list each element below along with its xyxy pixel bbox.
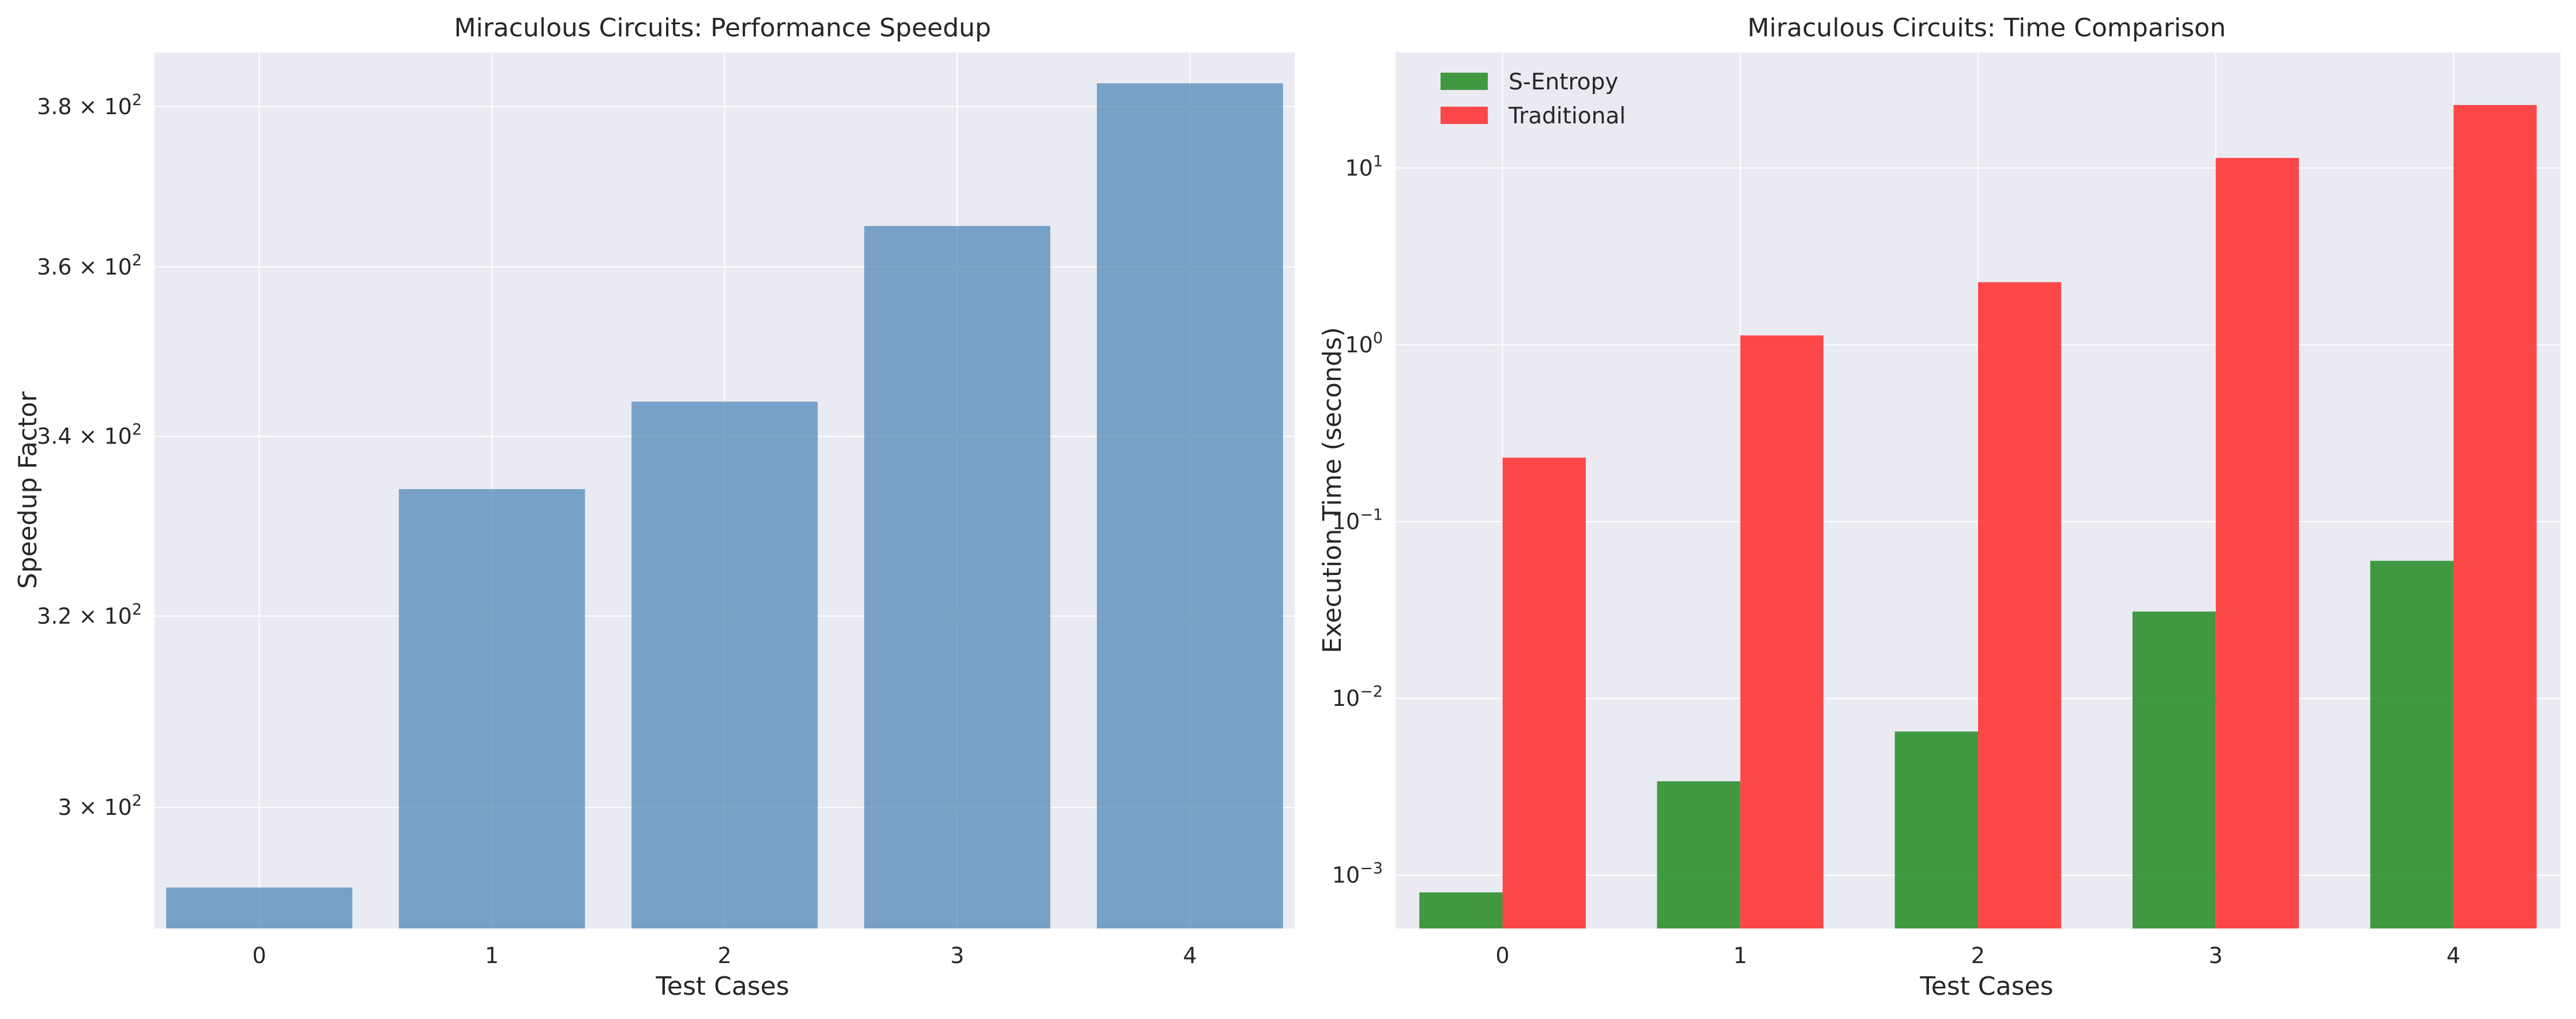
time-y-tick-label: 101: [1345, 152, 1383, 181]
time-chart-title: Miraculous Circuits: Time Comparison: [1747, 13, 2226, 43]
time-bar-traditional-0: [1502, 457, 1586, 928]
speedup-x-tick-label: 0: [252, 943, 266, 968]
speedup-bar-4: [1097, 83, 1283, 929]
time-x-tick-label: 1: [1733, 943, 1747, 968]
speedup-y-axis-label: Speedup Factor: [13, 391, 43, 589]
speedup-chart: 3 × 102 3.2 × 102 3.4 × 102 3.6 × 102 3.8 × …: [13, 13, 1295, 1001]
speedup-y-tick-label: 3.4 × 102: [37, 421, 142, 449]
speedup-chart-title: Miraculous Circuits: Performance Speedup: [454, 13, 991, 43]
speedup-x-axis-label: Test Cases: [655, 972, 789, 1001]
legend-swatch-s-entropy: [1441, 73, 1488, 90]
speedup-y-tick-label: 3.2 × 102: [37, 600, 142, 629]
legend-swatch-traditional: [1441, 107, 1488, 124]
time-bar-s-entropy-4: [2370, 561, 2454, 928]
speedup-x-tick-label: 4: [1183, 943, 1197, 968]
speedup-x-tick-label: 1: [485, 943, 499, 968]
time-x-axis-label: Test Cases: [1919, 972, 2053, 1001]
legend-label-traditional: Traditional: [1508, 103, 1626, 129]
speedup-bars: [166, 83, 1283, 929]
time-y-tick-label: 100: [1345, 329, 1383, 358]
speedup-bar-2: [631, 401, 818, 928]
speedup-bar-0: [166, 888, 352, 928]
time-bar-s-entropy-2: [1894, 731, 1978, 928]
speedup-x-tick-label: 2: [717, 943, 731, 968]
speedup-x-ticks: 0 1 2 3 4: [252, 943, 1197, 968]
time-bar-traditional-3: [2216, 157, 2299, 929]
time-legend: S-Entropy Traditional: [1441, 69, 1626, 129]
speedup-y-ticks: 3 × 102 3.2 × 102 3.4 × 102 3.6 × 102 3.8 × …: [37, 91, 142, 820]
time-y-axis-label: Execution Time (seconds): [1318, 327, 1347, 653]
speedup-x-tick-label: 3: [950, 943, 964, 968]
speedup-y-tick-label: 3.6 × 102: [37, 251, 142, 280]
time-y-tick-label: 10−3: [1332, 860, 1383, 888]
time-bar-traditional-4: [2453, 105, 2537, 929]
time-bar-traditional-2: [1978, 282, 2062, 928]
speedup-y-tick-label: 3 × 102: [58, 792, 142, 820]
time-x-tick-label: 3: [2209, 943, 2222, 968]
speedup-bar-3: [864, 225, 1051, 928]
time-bar-s-entropy-1: [1657, 781, 1740, 928]
speedup-bar-1: [398, 489, 585, 928]
time-bar-traditional-1: [1740, 335, 1824, 928]
time-bar-s-entropy-0: [1419, 892, 1503, 928]
time-y-tick-label: 10−2: [1332, 683, 1383, 711]
time-x-ticks: 0 1 2 3 4: [1495, 943, 2460, 968]
time-bars: [1419, 105, 2537, 929]
time-bar-s-entropy-3: [2132, 611, 2216, 928]
time-x-tick-label: 4: [2446, 943, 2460, 968]
speedup-y-tick-label: 3.8 × 102: [37, 91, 142, 119]
time-x-tick-label: 2: [1971, 943, 1985, 968]
time-x-tick-label: 0: [1495, 943, 1509, 968]
legend-label-s-entropy: S-Entropy: [1509, 69, 1618, 95]
